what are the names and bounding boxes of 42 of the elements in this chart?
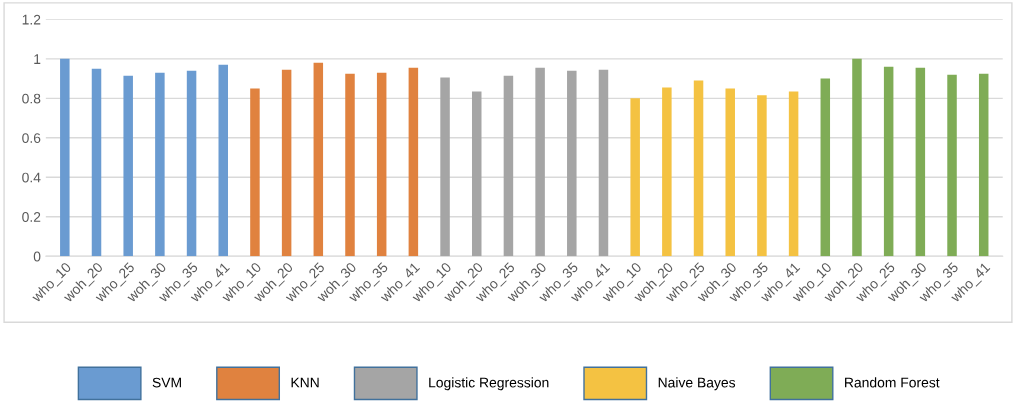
bar bbox=[408, 67, 419, 257]
bar bbox=[313, 62, 324, 257]
bar bbox=[440, 77, 450, 257]
legend-label: Naive Bayes bbox=[658, 377, 736, 391]
bar bbox=[662, 87, 672, 257]
bar bbox=[91, 68, 102, 257]
y-tick-label: 0.4 bbox=[22, 172, 41, 183]
bar bbox=[598, 69, 609, 257]
bar bbox=[630, 98, 640, 257]
bar bbox=[820, 78, 831, 257]
legend-label: Random Forest bbox=[845, 377, 940, 388]
y-tick-label: 1.2 bbox=[22, 14, 41, 25]
bar bbox=[915, 67, 926, 257]
bar bbox=[281, 69, 292, 257]
bar bbox=[186, 70, 197, 257]
y-tick-label: 1 bbox=[34, 54, 41, 64]
bar bbox=[978, 73, 989, 257]
legend-label: KNN bbox=[291, 377, 319, 388]
bar bbox=[947, 74, 957, 257]
bar bbox=[725, 88, 735, 257]
legend-label: SVM bbox=[152, 377, 181, 388]
bar bbox=[60, 58, 70, 257]
legend-label: Logistic Regression bbox=[429, 377, 549, 391]
y-tick-label: 0.6 bbox=[22, 133, 41, 143]
bar bbox=[883, 66, 894, 257]
bar bbox=[345, 73, 355, 257]
bar bbox=[503, 75, 514, 257]
bar bbox=[155, 72, 165, 257]
bar bbox=[788, 91, 799, 257]
bar bbox=[250, 88, 260, 257]
y-tick-label: 0 bbox=[33, 251, 41, 262]
bar bbox=[852, 58, 862, 257]
bar bbox=[471, 91, 482, 257]
bar bbox=[757, 95, 767, 257]
bar bbox=[693, 80, 704, 257]
bar bbox=[376, 72, 387, 257]
bar bbox=[218, 64, 229, 257]
bar bbox=[123, 75, 133, 257]
y-tick-label: 0.8 bbox=[22, 93, 41, 104]
y-tick-label: 0.2 bbox=[22, 212, 41, 222]
bar bbox=[567, 70, 577, 257]
bar bbox=[535, 67, 545, 257]
